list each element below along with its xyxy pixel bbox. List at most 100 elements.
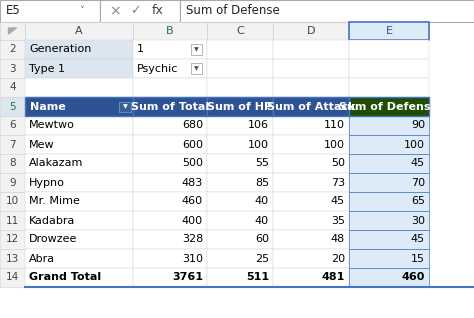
Bar [25,154,133,173]
Text: Sum of Attack: Sum of Attack [267,101,355,112]
Bar [133,59,207,78]
Bar [25,78,133,97]
Text: A: A [75,26,83,36]
Bar [0,268,25,287]
Bar [25,249,133,268]
Text: 15: 15 [411,253,425,264]
Bar [0,40,25,59]
Bar [349,230,429,249]
Bar [133,116,207,135]
Text: 73: 73 [331,177,345,188]
Text: 6: 6 [9,121,16,130]
Bar [207,97,273,116]
Bar [133,268,207,287]
Bar [133,211,207,230]
Bar [0,97,25,116]
Text: 110: 110 [324,121,345,130]
Bar [273,59,349,78]
Text: 20: 20 [331,253,345,264]
Bar [25,116,133,135]
Text: 9: 9 [9,177,16,188]
Bar [25,268,133,287]
Text: 2: 2 [9,45,16,54]
Bar [207,192,273,211]
Text: 483: 483 [182,177,203,188]
Bar [207,154,273,173]
Bar [349,211,429,230]
Text: 65: 65 [411,197,425,206]
Bar [349,40,429,59]
Bar [0,211,25,230]
Text: 1: 1 [137,45,144,54]
Text: 40: 40 [255,197,269,206]
Text: 680: 680 [182,121,203,130]
Text: 50: 50 [331,158,345,169]
Text: 328: 328 [182,234,203,245]
Bar [349,135,429,154]
Bar [207,40,273,59]
Text: 3: 3 [9,64,16,73]
Text: 25: 25 [255,253,269,264]
Text: 48: 48 [331,234,345,245]
Text: B: B [166,26,174,36]
Text: 35: 35 [331,216,345,225]
Bar [273,173,349,192]
Text: 100: 100 [248,140,269,149]
Text: D: D [307,26,315,36]
Text: 3761: 3761 [172,273,203,282]
Bar [133,135,207,154]
Bar [207,249,273,268]
Text: Psychic: Psychic [137,64,178,73]
Bar [207,268,273,287]
Bar [133,173,207,192]
Bar [207,116,273,135]
Bar [349,97,429,116]
Text: 45: 45 [411,158,425,169]
Bar [0,230,25,249]
Bar [25,211,133,230]
Text: 60: 60 [255,234,269,245]
Text: 7: 7 [9,140,16,149]
Text: Abra: Abra [29,253,55,264]
Bar [133,192,207,211]
Bar [25,40,133,59]
Bar [349,116,429,135]
Bar [207,135,273,154]
Bar [25,135,133,154]
Bar [0,249,25,268]
Bar [0,192,25,211]
Bar [207,59,273,78]
Bar [273,116,349,135]
Bar [0,78,25,97]
Bar [133,97,207,116]
Bar [0,59,25,78]
Bar [273,211,349,230]
Bar [273,230,349,249]
Bar [273,154,349,173]
Text: Generation: Generation [29,45,91,54]
Polygon shape [9,28,17,34]
Bar [191,63,202,74]
Bar [349,192,429,211]
Text: C: C [236,26,244,36]
Text: ×: × [109,4,121,18]
Text: 40: 40 [255,216,269,225]
Text: Name: Name [30,101,66,112]
Text: ▼: ▼ [123,104,128,109]
Bar [25,230,133,249]
Bar [119,101,131,112]
Bar [191,44,202,55]
Text: Mew: Mew [29,140,55,149]
Bar [25,97,133,116]
Bar [100,0,180,22]
Bar [0,116,25,135]
Text: 85: 85 [255,177,269,188]
Text: 13: 13 [6,253,19,264]
Bar [180,0,474,22]
Bar [207,22,273,40]
Bar [0,135,25,154]
Bar [349,154,429,173]
Bar [207,173,273,192]
Bar [133,78,207,97]
Text: 12: 12 [6,234,19,245]
